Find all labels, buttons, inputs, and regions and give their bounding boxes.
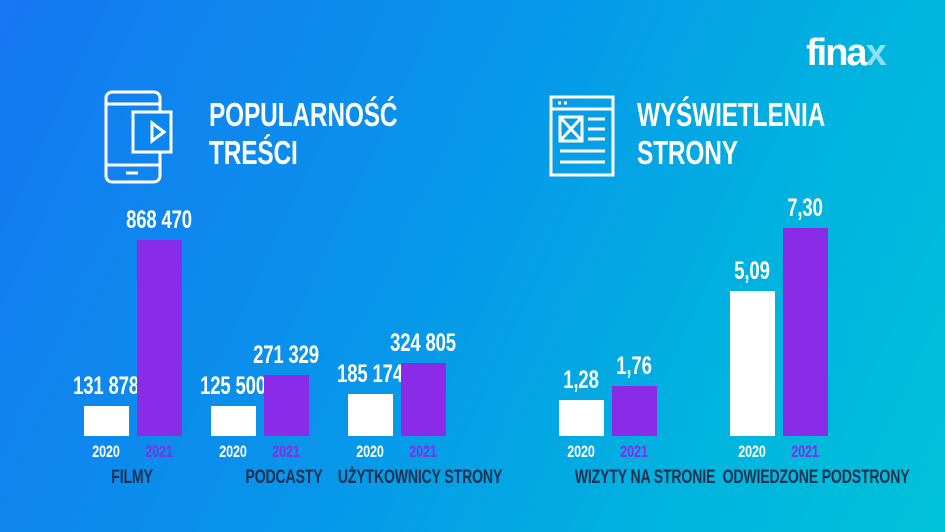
bar-2021 — [401, 362, 446, 436]
value-label: 271 329 — [253, 340, 319, 369]
value-label: 5,09 — [734, 256, 770, 285]
value-label: 185 174 — [337, 360, 403, 389]
value-label: 131 878 — [73, 372, 139, 400]
webpage-icon — [549, 95, 615, 177]
chart-title-content: POPULARNOŚĆ TREŚCI — [209, 96, 397, 172]
title-line: POPULARNOŚĆ — [209, 96, 398, 133]
value-label: 1,28 — [563, 365, 599, 394]
phone-video-icon — [104, 90, 173, 184]
finax-logo: finax — [806, 32, 887, 74]
bar-2020 — [730, 290, 775, 436]
bar-2021 — [137, 240, 182, 436]
year-label: 2021 — [620, 442, 648, 461]
year-label: 2021 — [409, 442, 437, 461]
category-label: WIZYTY NA STRONIE — [574, 467, 716, 488]
bar-2020 — [559, 399, 604, 436]
title-line: TREŚCI — [209, 134, 298, 171]
year-label: 2020 — [738, 442, 766, 461]
value-label: 868 470 — [126, 206, 192, 234]
bar-2021 — [264, 374, 309, 436]
value-label: 125 500 — [200, 372, 266, 400]
year-label: 2020 — [92, 442, 120, 461]
bar-2020 — [348, 394, 393, 436]
category-label: UŻYTKOWNICY STRONY — [337, 467, 503, 488]
category-label: ODWIEDZONE PODSTRONY — [722, 467, 910, 488]
year-label: 2020 — [567, 442, 595, 461]
title-line: STRONY — [637, 134, 738, 171]
value-label: 7,30 — [787, 194, 823, 222]
title-line: WYŚWIETLENIA — [637, 96, 826, 133]
bar-2021 — [612, 385, 657, 436]
bar-2020 — [211, 406, 256, 436]
year-label: 2021 — [791, 442, 819, 461]
value-label: 324 805 — [390, 328, 456, 357]
year-label: 2020 — [356, 442, 384, 461]
year-label: 2021 — [145, 442, 173, 461]
bar-2021 — [783, 228, 828, 436]
category-label: PODCASTY — [245, 467, 323, 488]
year-label: 2020 — [219, 442, 247, 461]
value-label: 1,76 — [616, 351, 652, 380]
bar-2020 — [84, 406, 129, 436]
category-label: FILMY — [111, 467, 153, 488]
year-label: 2021 — [272, 442, 300, 461]
chart-title-views: WYŚWIETLENIA STRONY — [637, 96, 825, 172]
